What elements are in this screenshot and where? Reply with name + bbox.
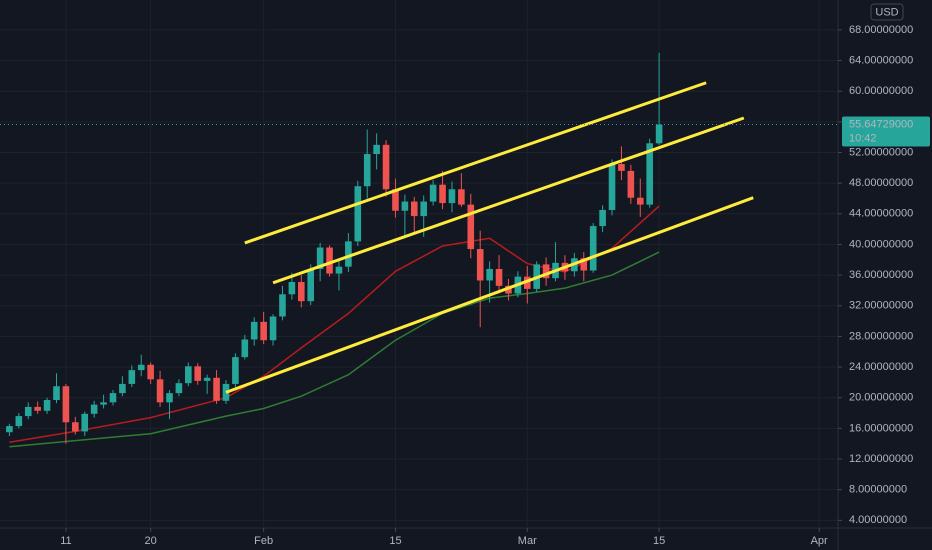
y-tick-label: 4.00000000 (849, 514, 907, 526)
currency: USD (875, 6, 898, 18)
y-tick-label: 64.00000000 (849, 54, 913, 66)
candle-body (646, 143, 653, 205)
candle-body (655, 124, 663, 144)
candle-body (636, 197, 644, 205)
candle-body (72, 422, 79, 432)
candle-body (410, 201, 418, 217)
x-tick-label: Feb (254, 535, 273, 547)
candle-body (6, 426, 13, 433)
y-tick-label: 16.00000000 (849, 422, 913, 434)
candle-body (354, 186, 362, 242)
y-tick-label: 28.00000000 (849, 330, 913, 342)
candle-body (335, 266, 343, 274)
candle-body (316, 247, 324, 269)
candle-body (467, 204, 475, 250)
candle-body (43, 400, 51, 411)
y-tick-label: 32.00000000 (849, 300, 913, 312)
candle-body (34, 406, 41, 411)
moving-average (9, 251, 660, 448)
candle-body (392, 189, 399, 211)
candle-body (166, 393, 173, 403)
candle-body (109, 393, 117, 403)
candle-body (24, 406, 32, 417)
candle-body (269, 316, 277, 341)
last-price-box (842, 116, 930, 147)
candle-body (175, 383, 183, 394)
y-tick-label: 36.00000000 (849, 269, 913, 281)
candle-body (232, 357, 239, 384)
last-price-label: 55.64729000 (849, 118, 913, 130)
candle-body (53, 386, 60, 401)
candle-body (156, 379, 164, 403)
candle-body (363, 154, 371, 187)
trendline (272, 116, 745, 285)
candle-body (448, 189, 456, 204)
candle-body (476, 249, 484, 281)
candle-body (486, 268, 493, 281)
candle-body (298, 282, 305, 302)
candle-body (137, 364, 145, 371)
x-tick-label: Apr (811, 535, 828, 547)
candle-body (147, 364, 154, 380)
candle-body (580, 258, 588, 271)
candle-body (382, 144, 390, 190)
trendline (244, 81, 707, 245)
y-tick-label: 52.00000000 (849, 146, 913, 158)
candle-body (589, 226, 597, 271)
candle-body (260, 321, 267, 341)
candle-body (15, 416, 23, 427)
candle-body (81, 413, 89, 432)
trendline (225, 196, 754, 394)
x-tick-label: 11 (60, 535, 71, 547)
x-tick-label: Mar (518, 535, 537, 547)
candle-body (458, 189, 465, 205)
candle-body (401, 201, 409, 211)
candle-body (288, 282, 296, 295)
candle-body (420, 201, 428, 217)
candle-body (241, 339, 249, 358)
candle-body (307, 268, 315, 302)
y-tick-label: 40.00000000 (849, 238, 913, 250)
candle-body (429, 184, 437, 202)
candle-body (62, 386, 70, 423)
x-tick-label: 15 (653, 535, 665, 547)
x-tick-label: 15 (389, 535, 401, 547)
y-tick-label: 24.00000000 (849, 361, 913, 373)
y-tick-label: 68.00000000 (849, 24, 913, 36)
candle-body (627, 170, 635, 198)
y-tick-label: 48.00000000 (849, 177, 913, 189)
candle-body (599, 209, 606, 227)
candle-body (373, 144, 380, 155)
candle-body (495, 268, 503, 286)
countdown: 10:42 (849, 132, 877, 144)
y-tick-label: 60.00000000 (849, 85, 913, 97)
candle-body (345, 241, 352, 267)
candle-body (618, 163, 625, 171)
currency-box[interactable] (870, 3, 904, 21)
y-tick-label: 44.00000000 (849, 208, 913, 220)
x-tick-label: 20 (145, 535, 157, 547)
candle-body (279, 294, 286, 317)
candle-body (90, 404, 98, 414)
candle-body (608, 163, 616, 210)
candle-body (250, 321, 258, 340)
candle-body (542, 264, 550, 279)
candle-body (203, 377, 211, 381)
candle-body (100, 402, 107, 405)
candle-body (128, 370, 136, 384)
candle-body (439, 184, 446, 204)
candle-body (213, 377, 220, 401)
candle-body (326, 247, 333, 274)
candle-body (194, 366, 202, 381)
y-tick-label: 20.00000000 (849, 392, 913, 404)
candle-body (523, 276, 531, 289)
candle-body (119, 383, 126, 394)
y-tick-label: 8.00000000 (849, 484, 907, 496)
y-tick-label: 12.00000000 (849, 453, 913, 465)
candle-body (185, 366, 192, 384)
